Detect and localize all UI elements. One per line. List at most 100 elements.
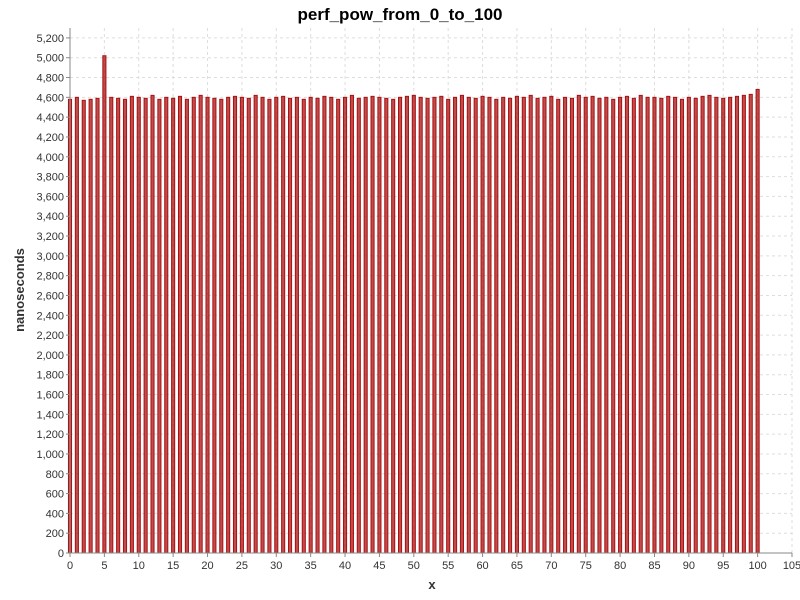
bar [508, 97, 513, 554]
y-tick-label: 5,000 [36, 53, 64, 65]
x-tick-label: 95 [717, 560, 729, 572]
bar [109, 96, 114, 554]
bar [631, 97, 636, 554]
x-tick-label: 55 [442, 560, 454, 572]
bar [583, 96, 588, 554]
bar [521, 96, 526, 554]
y-tick-label: 3,600 [36, 191, 64, 203]
bar [624, 95, 630, 554]
bar [700, 95, 705, 554]
bar [267, 98, 272, 554]
bar [707, 94, 712, 554]
bar [576, 94, 581, 554]
bar [349, 94, 354, 554]
bar [645, 96, 650, 554]
bar [459, 94, 464, 554]
y-tick-label: 4,000 [36, 152, 64, 164]
bar [439, 95, 444, 554]
bar [315, 97, 320, 554]
bar [501, 96, 506, 554]
bar [611, 98, 616, 554]
bar [177, 95, 183, 554]
bar [549, 95, 554, 554]
bar [232, 95, 238, 554]
bar [693, 97, 698, 554]
x-tick-label: 30 [270, 560, 282, 572]
bar [88, 98, 93, 554]
y-tick-label: 1,000 [36, 449, 64, 461]
x-tick-label: 0 [67, 560, 73, 572]
bar [294, 96, 299, 554]
bar [184, 98, 189, 554]
bar [514, 95, 519, 554]
bar [604, 96, 609, 554]
bar [535, 97, 540, 554]
bar [322, 95, 327, 554]
bar [377, 96, 382, 554]
x-tick-label: 70 [545, 560, 557, 572]
x-tick-label: 75 [580, 560, 592, 572]
y-tick-label: 1,200 [36, 429, 64, 441]
y-axis-ticks: 0 200 400 600 800 1,000 1,200 1,400 1,600 1,800 2,… [36, 33, 70, 560]
bar [748, 93, 753, 554]
bar [246, 97, 251, 554]
bar [542, 96, 547, 554]
x-tick-label: 5 [101, 560, 107, 572]
bar [301, 98, 306, 554]
bar [569, 97, 575, 554]
y-tick-label: 800 [46, 469, 64, 481]
bar [418, 96, 423, 554]
bar [734, 95, 740, 554]
bar [480, 95, 485, 554]
bar [721, 97, 726, 554]
bar [164, 96, 169, 554]
bar [590, 95, 595, 554]
bar [466, 96, 471, 554]
x-tick-label: 80 [614, 560, 626, 572]
bar [398, 96, 403, 554]
x-tick-label: 100 [748, 560, 766, 572]
bar [336, 98, 341, 554]
bar [198, 94, 203, 554]
y-tick-label: 3,800 [36, 172, 64, 184]
bar [453, 96, 458, 554]
bar [219, 98, 224, 554]
y-tick-label: 600 [46, 489, 64, 501]
bar [494, 98, 499, 554]
y-tick-label: 4,800 [36, 73, 64, 85]
bar [528, 94, 533, 554]
bar [356, 97, 361, 554]
y-tick-label: 2,400 [36, 310, 64, 322]
x-tick-label: 50 [408, 560, 420, 572]
y-tick-label: 400 [46, 508, 64, 520]
bar [638, 94, 643, 554]
x-tick-label: 65 [511, 560, 523, 572]
bar [679, 98, 685, 554]
bar [411, 94, 416, 554]
bar [129, 95, 134, 554]
bar [157, 98, 162, 554]
bar [432, 96, 437, 554]
y-tick-label: 4,600 [36, 92, 64, 104]
bar [212, 97, 217, 554]
y-tick-label: 3,000 [36, 251, 64, 263]
bar [239, 96, 244, 554]
bar [74, 96, 79, 554]
y-tick-label: 1,600 [36, 390, 64, 402]
x-tick-label: 90 [683, 560, 695, 572]
bar [384, 97, 389, 554]
x-tick-label: 35 [305, 560, 317, 572]
bar [116, 97, 121, 554]
bar [714, 96, 719, 554]
bar [487, 96, 492, 554]
y-axis-label: nanoseconds [12, 248, 27, 332]
bar [391, 98, 396, 554]
bar [728, 96, 733, 554]
bar [143, 97, 148, 554]
bar [281, 95, 286, 554]
bar [205, 96, 210, 554]
x-tick-label: 105 [783, 560, 800, 572]
bar [425, 97, 430, 554]
bar [597, 97, 602, 554]
chart-title: perf_pow_from_0_to_100 [297, 5, 502, 24]
